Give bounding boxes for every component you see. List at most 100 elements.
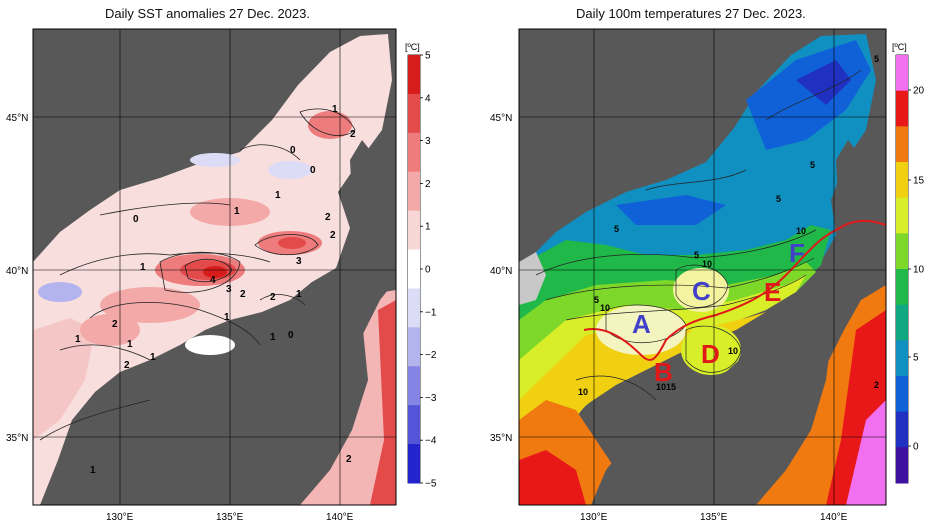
contour-label: 10 [702,259,712,269]
contour-label: 2 [330,230,336,241]
colorbar-unit: [ºC] [892,42,907,52]
contour-label: 10 [728,346,738,356]
contour-label: 1 [75,334,81,345]
contour-label: 1 [234,206,240,217]
colorbar-swatch [408,55,420,95]
colorbar-tick-label: 0 [913,442,919,453]
contour-label: 2 [346,454,352,465]
colorbar-swatch [408,327,420,367]
colorbar-swatch [408,366,420,406]
colorbar-swatch [408,444,420,484]
contour-label: 0 [290,145,296,156]
contour-label: 10 [796,226,806,236]
contour-label: 10 [656,382,666,392]
contour-label: 5 [776,194,781,204]
lat-label: 45°N [490,113,512,124]
colorbar-swatch [896,162,908,199]
contour-label: 1 [332,104,338,115]
contour-label: 2 [325,212,331,223]
contour-label: 1 [90,465,96,476]
region-label-d: D [701,339,720,369]
sst-anomaly-map: 1 2 0 0 1 1 2 2 0 1 3 4 3 2 1 2 2 1 1 0 … [6,28,437,523]
colorbar-tick-label: 15 [913,176,925,187]
contour-label: 2 [124,360,130,371]
contour-label: 1 [296,289,302,300]
colorbar-swatch [896,340,908,377]
colorbar-tick-label: −5 [425,479,437,490]
lat-label: 45°N [6,113,28,124]
contour-label: 3 [226,284,232,295]
lon-label: 130°E [580,512,608,523]
contour-label: 5 [594,295,599,305]
lat-label: 35°N [6,433,28,444]
colorbar-swatch [896,411,908,448]
pacific-sea [300,290,396,505]
lon-label: 140°E [326,512,354,523]
temp-100m-title: Daily 100m temperatures 27 Dec. 2023. [576,6,806,21]
colorbar-tick-label: 2 [425,179,431,190]
colorbar-swatch [408,132,420,173]
colorbar-swatch [896,55,908,92]
colorbar-tick-label: 5 [913,353,919,364]
colorbar-swatch [408,249,420,289]
contour-labels: 1 2 0 0 1 1 2 2 0 1 3 4 3 2 1 2 2 1 1 0 … [75,104,356,476]
temp-100m-panel: Daily 100m temperatures 27 Dec. 2023. [466,0,933,526]
region-label-e: E [764,277,781,307]
contour-label: 0 [133,214,139,225]
colorbar-tick-label: 1 [425,222,431,233]
contour-label: 5 [694,250,699,260]
colorbar-swatch [408,210,420,251]
colorbar-tick-label: 5 [425,51,431,62]
colorbar-tick-label: −3 [425,393,437,404]
colorbar-tick-label: 20 [913,86,925,97]
lon-label: 130°E [106,512,134,523]
sst-anomaly-title: Daily SST anomalies 27 Dec. 2023. [105,6,310,21]
sst-anomaly-panel: Daily SST anomalies 27 Dec. 2023. [0,0,466,526]
temp-100m-colorbar: [ºC] 20 15 10 5 0 [892,42,925,484]
japan-land [100,230,396,505]
colorbar-swatch [408,288,420,328]
region-label-a: A [632,309,651,339]
colorbar-swatch [896,197,908,234]
contour-label: 10 [578,387,588,397]
region-labels: A B C D E F [632,238,805,387]
colorbar-tick-label: 3 [425,136,431,147]
colorbar-swatch [896,269,908,306]
lon-label: 135°E [216,512,244,523]
contour-label: 1 [270,332,276,343]
japan-land [591,230,886,505]
contour-label: 15 [666,382,676,392]
colorbar-tick-label: 10 [913,265,925,276]
contour-labels: 5 5 5 5 10 5 10 5 10 10 10 15 10 2 [578,54,879,397]
colorbar-swatch [896,447,908,484]
contour-label: 3 [296,256,302,267]
contour-label: 1 [127,339,133,350]
colorbar-tick-label: 4 [425,93,431,104]
colorbar-swatch [896,126,908,163]
contour-label: 5 [874,54,879,64]
region-label-f: F [789,238,805,268]
contour-label: 4 [210,275,216,286]
colorbar-swatch [896,90,908,127]
colorbar-tick-label: −1 [425,307,437,318]
lat-label: 35°N [490,433,512,444]
contour-label: 1 [140,262,146,273]
colorbar-swatch [408,93,420,134]
route-line [583,219,886,361]
contour-label: 2 [350,129,356,140]
colorbar-swatch [896,304,908,341]
colorbar-unit: [ºC] [405,42,420,52]
contour-label: 5 [614,224,619,234]
temp-100m-map: A B C D E F 5 5 5 5 10 5 10 5 10 10 10 1… [490,28,925,523]
lat-label: 40°N [490,266,512,277]
contour-label: 0 [310,165,316,176]
lat-label: 40°N [6,266,28,277]
colorbar-tick-label: −2 [425,350,437,361]
colorbar-swatch [408,171,420,212]
sst-anomaly-colorbar: [ºC] 5 4 3 2 1 0 −1 −2 −3 −4 −5 [405,42,437,490]
colorbar-swatch [896,233,908,270]
contour-label: 1 [150,352,156,363]
lon-label: 140°E [820,512,848,523]
colorbar-swatch [408,405,420,445]
contour-label: 2 [112,319,118,330]
